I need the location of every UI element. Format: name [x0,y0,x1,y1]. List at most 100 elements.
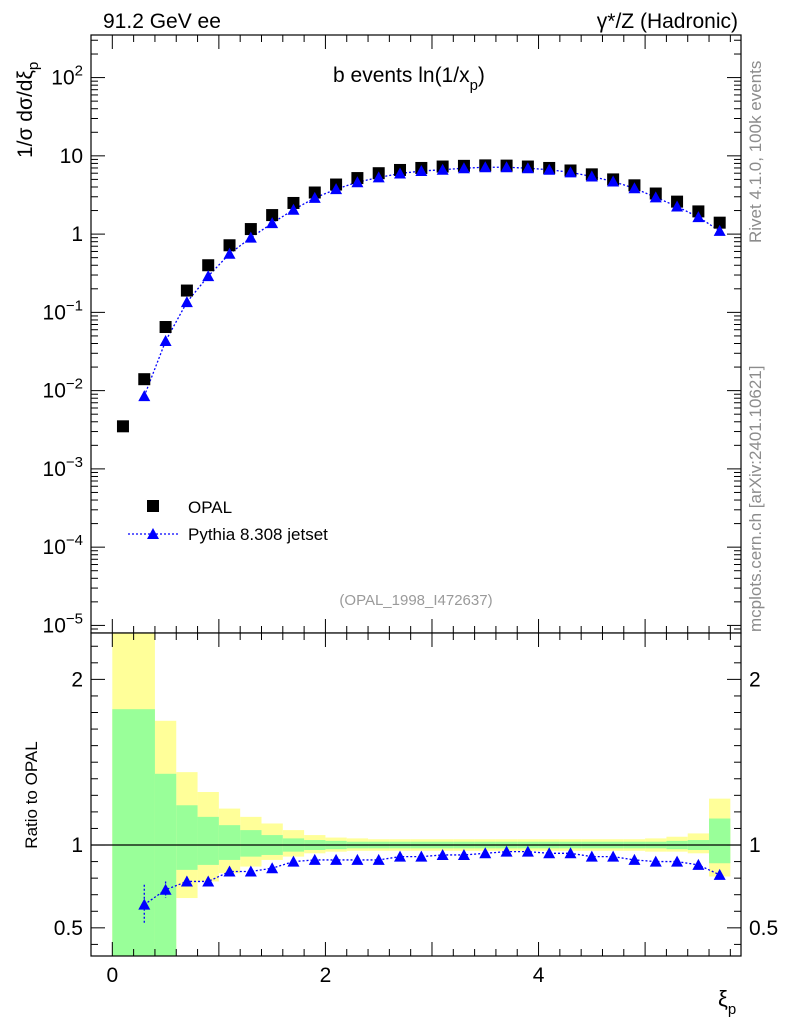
pythia-point-27 [713,224,726,236]
ratio-pythia-point-20 [564,847,577,859]
ratio-pythia-point-16 [479,847,492,859]
ratio-stat-band-bin-4 [218,825,241,860]
main-ytick-base-7: 10 [43,614,66,637]
pythia-point-11 [372,171,385,183]
header-right: γ*/Z (Hadronic) [597,10,738,33]
pythia-point-17 [500,161,513,173]
pythia-point-22 [607,175,620,187]
ratio-pythia-point-5 [244,865,257,877]
ratio-pythia-point-23 [628,853,641,865]
main-ytick-base-3: 10 [43,301,66,324]
pythia-point-9 [330,183,343,195]
main-ytick-label-7: 10−5 [43,610,83,637]
analysis-label: (OPAL_1998_I472637) [339,592,492,609]
main-ytick-label-6: 10−4 [43,532,83,559]
main-title-sub: p [470,77,478,94]
ratio-ytick-label-left-1: 1 [71,834,83,857]
ratio-xtick-label-0: 0 [106,964,118,987]
pythia-line [143,166,721,397]
main-ytick-exp-3: −1 [66,297,83,314]
main-ytick-label-4: 10−2 [43,376,83,403]
ratio-stat-band-bin-2 [176,805,198,870]
main-ytick-base-5: 10 [43,458,66,481]
ratio-pythia-point-1 [159,883,172,895]
pythia-point-15 [457,162,470,174]
ratio-stat-band-bin-3 [197,816,219,865]
legend-opal-marker [147,500,159,512]
opal-point-3 [180,284,193,297]
ratio-x-axis: 0 2 4 [106,633,731,987]
main-plot-area [91,35,741,633]
pythia-point-6 [266,217,279,229]
ratio-pythia-point-3 [202,875,215,887]
ratio-panel: 2 2 1 1 0.5 0.5 0 2 4 Ratio to OPAL ξp [22,632,778,1018]
ratio-xlabel: ξp [718,986,736,1018]
pythia-point-3 [202,270,215,282]
pythia-point-2 [180,296,193,308]
opal-point-2 [159,321,172,334]
xlabel-sub: p [728,1001,736,1018]
ratio-pythia-point-0 [138,898,151,910]
ratio-pythia-point-15 [457,848,470,860]
opal-point-7 [266,209,279,222]
pythia-point-24 [649,191,662,203]
main-ytick-exp-0: 2 [75,63,83,80]
pythia-point-20 [564,166,577,178]
header-left: 91.2 GeV ee [103,10,221,33]
main-ytick-exp-6: −4 [66,532,83,549]
main-ytick-exp-4: −2 [66,376,83,393]
pythia-point-23 [628,182,641,194]
ratio-stat-band-bin-1 [154,773,177,956]
pythia-point-8 [308,191,321,203]
ratio-pythia-point-27 [713,868,726,880]
ratio-frame [90,632,742,957]
pythia-point-7 [287,203,300,215]
ratio-pythia-point-9 [330,853,343,865]
ratio-ytick-label-left-0: 2 [71,668,83,691]
xlabel-xi: ξ [718,986,728,1011]
pythia-point-10 [351,176,364,188]
opal-point-1 [138,373,151,386]
ratio-ytick-label-left-2: 0.5 [54,917,83,940]
pythia-point-16 [479,161,492,173]
ratio-pythia-point-13 [415,850,428,862]
rivet-label: Rivet 4.1.0, 100k events [746,61,765,243]
main-ytick-base-6: 10 [43,536,66,559]
ratio-pythia-point-4 [223,865,236,877]
pythia-point-12 [394,167,407,179]
pythia-point-13 [415,165,428,177]
ratio-pythia-point-14 [436,848,449,860]
pythia-point-0 [138,390,151,402]
ratio-ytick-label-right-0: 2 [749,668,761,691]
ratio-pythia-point-8 [308,853,321,865]
opal-point-4 [202,259,215,272]
pythia-point-19 [543,163,556,175]
legend-pythia-marker [147,528,159,539]
ratio-stat-band-bin-5 [240,830,262,857]
main-ytick-label-3: 10−1 [43,297,83,324]
legend-pythia-label: Pythia 8.308 jetset [188,525,328,544]
pythia-point-26 [692,211,705,223]
legend: OPAL Pythia 8.308 jetset [128,498,328,544]
main-ytick-label-2: 1 [71,223,83,246]
opal-point-5 [223,239,236,252]
pythia-point-5 [244,231,257,243]
opal-point-8 [287,196,300,209]
pythia-point-21 [585,170,598,182]
main-title-text: b events ln(1/x [333,64,470,87]
pythia-point-18 [521,162,534,174]
ratio-pythia-point-21 [585,850,598,862]
main-ytick-label-5: 10−3 [43,454,83,481]
pythia-curve [143,166,721,397]
main-x-ticks [111,35,731,633]
ratio-pythia-point-19 [543,847,556,859]
main-ytick-base-0: 10 [51,67,74,90]
legend-opal-label: OPAL [188,498,232,517]
ratio-pythia-point-26 [692,858,705,870]
ratio-ylabel: Ratio to OPAL [22,741,41,848]
ratio-pythia-points [138,845,726,925]
ratio-pythia-point-2 [180,875,193,887]
main-ytick-exp-7: −5 [66,610,83,627]
ratio-pythia-point-7 [287,855,300,867]
ratio-xtick-label-1: 2 [320,964,332,987]
